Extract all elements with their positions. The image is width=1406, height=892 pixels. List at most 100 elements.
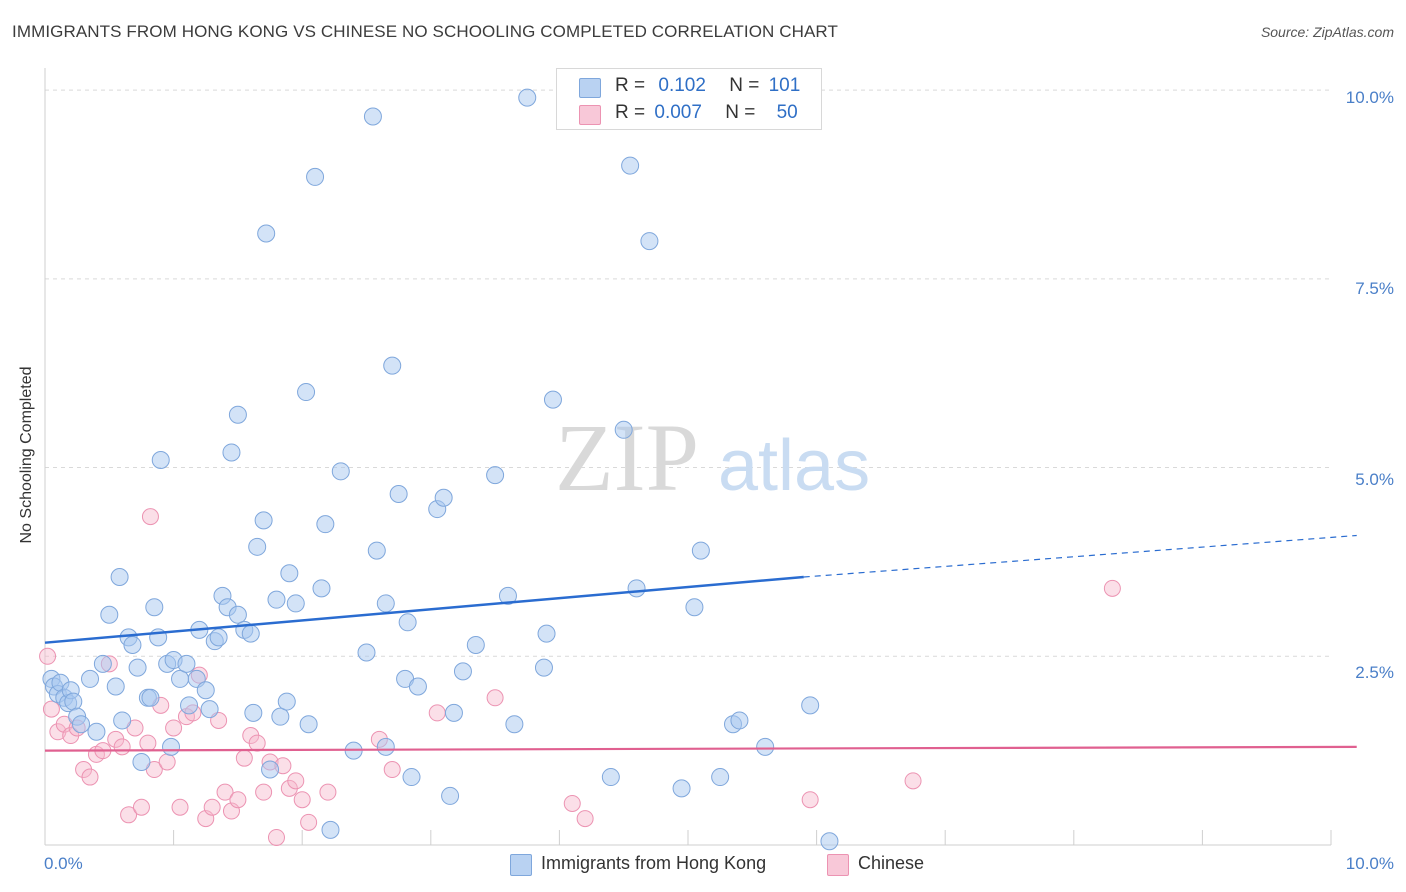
series-legend: Immigrants from Hong Kong Chinese xyxy=(0,852,1406,878)
point-chinese-31 xyxy=(229,791,247,809)
point-chinese-42 xyxy=(300,813,318,831)
point-hong-kong-60 xyxy=(321,820,340,839)
tick-labels: 0.0% 10.0% 2.5% 5.0% 7.5% 10.0% xyxy=(44,88,1394,873)
point-hong-kong-13 xyxy=(100,605,119,624)
point-chinese-51 xyxy=(904,772,922,790)
point-hong-kong-98 xyxy=(756,737,775,756)
point-hong-kong-23 xyxy=(145,598,164,617)
point-chinese-0 xyxy=(39,647,57,665)
legend-swatch-pink xyxy=(827,854,849,876)
point-hong-kong-27 xyxy=(162,737,181,756)
point-hong-kong-22 xyxy=(141,688,160,707)
point-hong-kong-19 xyxy=(128,658,147,677)
point-hong-kong-50 xyxy=(267,590,286,609)
point-hong-kong-45 xyxy=(244,703,263,722)
y-tick-label-5-0: 5.0% xyxy=(1355,470,1394,489)
legend-swatch-blue xyxy=(579,78,601,98)
legend-swatch-pink xyxy=(579,105,601,125)
point-chinese-7 xyxy=(81,768,99,786)
point-chinese-22 xyxy=(171,798,189,816)
point-chinese-45 xyxy=(383,761,401,779)
grid-lines xyxy=(45,89,1331,657)
watermark-zip: ZIP xyxy=(555,404,699,511)
series-hong-kong xyxy=(42,88,839,851)
point-hong-kong-92 xyxy=(672,779,691,798)
point-hong-kong-83 xyxy=(518,88,537,107)
point-hong-kong-9 xyxy=(72,715,91,734)
point-hong-kong-29 xyxy=(171,669,190,688)
trend-line-hong-kong-extension xyxy=(803,534,1357,578)
point-chinese-17 xyxy=(141,508,159,526)
trend-line-hong-kong xyxy=(44,575,804,644)
point-chinese-40 xyxy=(287,772,305,790)
point-hong-kong-15 xyxy=(110,568,129,587)
point-hong-kong-47 xyxy=(254,511,273,530)
x-tick-label-max: 10.0% xyxy=(1346,854,1394,873)
point-hong-kong-79 xyxy=(466,635,485,654)
legend-swatch-blue xyxy=(510,854,532,876)
point-hong-kong-56 xyxy=(299,715,318,734)
legend-r-label: R = xyxy=(615,102,646,123)
point-hong-kong-65 xyxy=(367,541,386,560)
point-hong-kong-7 xyxy=(64,692,83,711)
point-chinese-50 xyxy=(801,791,819,809)
point-hong-kong-20 xyxy=(132,752,151,771)
point-hong-kong-18 xyxy=(123,635,142,654)
legend-n-value-pink: 50 xyxy=(776,102,798,123)
point-hong-kong-75 xyxy=(434,488,453,507)
legend-r-value-pink: 0.007 xyxy=(654,102,702,123)
point-chinese-32 xyxy=(235,749,253,767)
point-hong-kong-10 xyxy=(81,669,100,688)
point-hong-kong-82 xyxy=(505,715,524,734)
point-chinese-21 xyxy=(165,719,183,737)
point-chinese-41 xyxy=(293,791,311,809)
point-hong-kong-40 xyxy=(222,443,241,462)
trend-line-chinese xyxy=(44,745,1357,752)
point-chinese-20 xyxy=(158,753,176,771)
point-chinese-1 xyxy=(42,700,60,718)
point-hong-kong-77 xyxy=(444,703,463,722)
point-hong-kong-35 xyxy=(200,700,219,719)
series-chinese xyxy=(39,508,1121,846)
point-hong-kong-25 xyxy=(151,451,170,469)
point-chinese-15 xyxy=(132,798,150,816)
trend-lines xyxy=(44,534,1357,752)
point-chinese-34 xyxy=(248,734,266,752)
point-hong-kong-58 xyxy=(312,579,331,598)
point-hong-kong-59 xyxy=(316,515,335,534)
axes xyxy=(44,68,1332,846)
point-hong-kong-49 xyxy=(261,760,280,779)
point-hong-kong-99 xyxy=(801,696,820,715)
legend-r-value-blue: 0.102 xyxy=(658,75,706,96)
point-hong-kong-64 xyxy=(363,107,382,126)
legend-label-hong-kong: Immigrants from Hong Kong xyxy=(541,853,767,873)
stats-legend: R = 0.102 N = 101 R = 0.007 N = 50 xyxy=(556,68,822,130)
source-label: Source: ZipAtlas.com xyxy=(1260,24,1394,40)
point-hong-kong-48 xyxy=(257,224,276,243)
point-chinese-49 xyxy=(576,810,594,828)
point-hong-kong-94 xyxy=(691,541,710,560)
point-chinese-13 xyxy=(120,806,138,824)
point-chinese-37 xyxy=(267,828,285,846)
point-hong-kong-76 xyxy=(441,786,460,805)
legend-n-label: N = xyxy=(725,102,756,123)
point-hong-kong-63 xyxy=(357,643,376,662)
point-hong-kong-90 xyxy=(627,579,646,598)
y-tick-label-10-0: 10.0% xyxy=(1346,88,1394,107)
point-hong-kong-67 xyxy=(376,737,395,756)
point-chinese-27 xyxy=(203,798,221,816)
point-hong-kong-78 xyxy=(453,662,472,681)
legend-n-value-blue: 101 xyxy=(768,75,801,96)
point-chinese-52 xyxy=(1103,579,1121,597)
point-hong-kong-61 xyxy=(331,462,350,481)
point-chinese-29 xyxy=(216,783,234,801)
point-hong-kong-100 xyxy=(820,832,839,851)
point-hong-kong-89 xyxy=(621,156,640,175)
point-hong-kong-66 xyxy=(376,594,395,613)
point-hong-kong-42 xyxy=(228,605,247,624)
point-chinese-35 xyxy=(255,783,273,801)
point-hong-kong-41 xyxy=(228,405,247,424)
point-chinese-46 xyxy=(428,704,446,722)
point-hong-kong-84 xyxy=(534,658,553,677)
